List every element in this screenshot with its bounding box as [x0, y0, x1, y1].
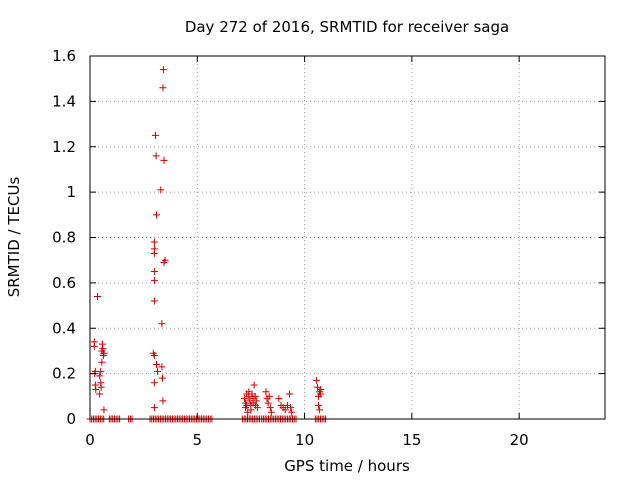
y-tick-label: 1.4 — [52, 92, 76, 110]
data-point — [317, 390, 325, 398]
data-point — [150, 404, 158, 412]
data-point — [92, 386, 100, 394]
data-point — [150, 238, 158, 246]
y-tick-label: 1 — [66, 183, 76, 201]
data-point — [150, 268, 158, 276]
data-point — [150, 249, 158, 257]
data-points — [86, 66, 330, 423]
data-point — [151, 131, 159, 139]
data-point — [287, 404, 295, 412]
data-point — [250, 381, 258, 389]
data-point — [159, 66, 167, 74]
data-point — [316, 406, 324, 414]
x-tick-label: 20 — [510, 431, 529, 449]
data-point — [158, 320, 166, 328]
data-point — [100, 406, 108, 414]
data-point — [159, 374, 167, 382]
data-point — [160, 156, 168, 164]
plot-frame — [89, 55, 606, 420]
data-point — [288, 408, 296, 416]
data-point — [154, 367, 162, 375]
data-point — [241, 395, 248, 403]
data-point — [97, 383, 105, 391]
data-point — [315, 401, 323, 409]
data-point — [98, 358, 106, 366]
data-point — [150, 297, 158, 305]
data-point — [266, 404, 274, 412]
y-tick-label: 0.6 — [52, 274, 76, 292]
data-point — [153, 211, 161, 219]
data-point — [281, 406, 289, 414]
data-point — [264, 399, 272, 407]
y-tick-label: 0 — [66, 410, 76, 428]
grid-lines — [90, 56, 605, 419]
data-point — [275, 395, 283, 403]
y-tick-label: 1.6 — [52, 47, 76, 65]
data-point — [251, 392, 259, 400]
data-point — [265, 392, 273, 400]
data-point — [100, 349, 108, 357]
data-point — [96, 372, 104, 380]
data-point — [253, 404, 261, 412]
data-point — [150, 351, 158, 359]
chart-title: Day 272 of 2016, SRMTID for receiver sag… — [185, 18, 509, 36]
data-point — [90, 342, 98, 350]
y-tick-label: 0.8 — [52, 229, 76, 247]
x-tick-label: 5 — [193, 431, 203, 449]
data-point — [94, 292, 102, 300]
x-axis-label: GPS time / hours — [284, 457, 410, 475]
data-point — [252, 397, 260, 405]
x-tick-label: 15 — [402, 431, 421, 449]
data-point — [152, 152, 160, 160]
data-point — [96, 390, 104, 398]
data-point — [153, 361, 161, 369]
y-tick-label: 0.2 — [52, 365, 76, 383]
data-point — [97, 367, 105, 375]
data-point — [267, 408, 275, 416]
x-tick-label: 0 — [85, 431, 95, 449]
data-point — [262, 388, 270, 396]
data-point — [312, 376, 320, 384]
data-point — [159, 397, 167, 405]
axis-ticks: 0 0.2 0.4 0.6 0.8 1 1.2 1.4 1.6 0 5 10 15 20 — [52, 47, 605, 449]
y-tick-label: 1.2 — [52, 138, 76, 156]
data-point — [158, 363, 166, 371]
data-point — [161, 256, 169, 264]
data-point — [99, 345, 107, 353]
x-tick-label: 10 — [295, 431, 314, 449]
data-point — [150, 277, 158, 285]
data-point — [150, 379, 158, 387]
y-tick-label: 0.4 — [52, 319, 76, 337]
data-point — [157, 186, 165, 194]
y-axis-label: SRMTID / TECUs — [5, 177, 23, 298]
data-point — [159, 84, 167, 92]
data-point — [247, 406, 255, 414]
data-point — [286, 390, 294, 398]
